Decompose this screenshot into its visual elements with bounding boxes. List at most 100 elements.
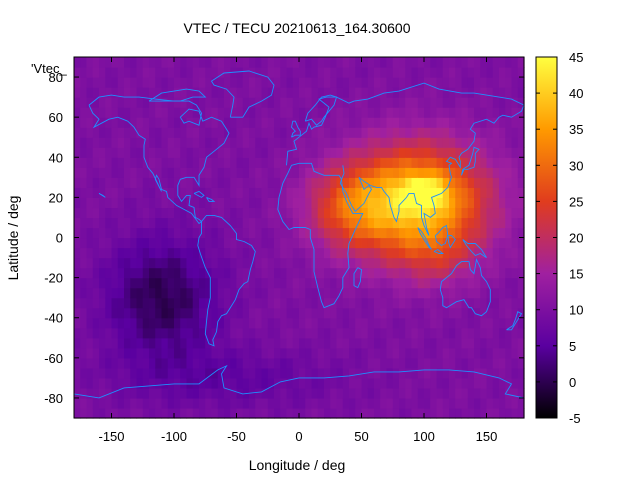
heatmap-cell [455,127,463,138]
heatmap-cell [242,197,250,209]
heatmap-cell [311,317,319,329]
heatmap-cell [442,117,450,128]
heatmap-cell [417,237,425,249]
heatmap-cell [155,137,163,148]
heatmap-cell [167,127,175,138]
heatmap-cell [92,297,100,309]
heatmap-cell [342,247,350,259]
heatmap-cell [105,387,113,399]
heatmap-cell [461,107,469,118]
heatmap-cell [386,317,394,329]
heatmap-cell [505,207,513,219]
heatmap-cell [330,287,338,299]
heatmap-cell [467,167,475,178]
heatmap-cell [405,177,413,188]
heatmap-cell [330,227,338,239]
heatmap-cell [236,407,244,419]
heatmap-cell [186,287,194,299]
heatmap-cell [136,217,144,229]
heatmap-cell [299,397,306,409]
heatmap-cell [117,337,125,349]
heatmap-cell [474,317,481,329]
heatmap-cell [261,297,269,309]
heatmap-cell [86,397,94,409]
heatmap-cell [292,147,300,158]
heatmap-cell [467,257,475,269]
heatmap-cell [517,107,525,118]
heatmap-cell [411,97,419,108]
heatmap-cell [480,237,488,249]
heatmap-cell [336,177,344,188]
heatmap-cell [492,147,500,158]
x-tick-label: 150 [476,429,498,444]
x-axis-ticks: -150 -100 -50 0 50 100 150 [98,57,497,444]
heatmap-cell [461,217,469,229]
heatmap-cell [117,307,125,319]
heatmap-cell [267,327,275,339]
heatmap-cell [511,287,519,299]
heatmap-cell [199,357,206,369]
heatmap-cell [205,147,213,158]
heatmap-cell [449,407,456,419]
heatmap-cell [449,127,456,138]
heatmap-cell [80,287,88,299]
heatmap-cell [299,197,306,209]
heatmap-cell [511,247,519,259]
heatmap-cell [430,397,438,409]
heatmap-cell [142,337,150,349]
heatmap-cell [424,357,431,369]
heatmap-cell [92,177,100,188]
heatmap-cell [499,117,506,128]
heatmap-cell [461,247,469,259]
heatmap-cell [292,357,300,369]
heatmap-cell [142,67,150,78]
chart-title: VTEC / TECU 20210613_164.30600 [183,20,410,36]
heatmap-cell [292,237,300,249]
heatmap-cell [149,157,156,168]
heatmap-cell [299,277,306,289]
heatmap-cell [417,87,425,98]
heatmap-cell [492,297,500,309]
heatmap-cell [355,397,363,409]
heatmap-cell [430,207,438,219]
coastline-path [206,196,216,202]
heatmap-cell [267,157,275,168]
heatmap-cell [99,377,106,389]
heatmap-cell [86,317,94,329]
heatmap-cell [174,397,181,409]
heatmap-cell [486,97,494,108]
heatmap-cell [424,257,431,269]
heatmap-cell [367,117,375,128]
heatmap-cell [386,297,394,309]
heatmap-cell [517,87,525,98]
heatmap-cell [236,267,244,279]
heatmap-cell [124,267,131,279]
heatmap-cell [274,227,281,239]
heatmap-cell [99,367,106,379]
heatmap-cell [155,397,163,409]
heatmap-cell [255,347,263,359]
heatmap-cell [424,217,431,229]
heatmap-cell [92,387,100,399]
heatmap-cell [117,117,125,128]
heatmap-cell [467,207,475,219]
heatmap-cell [192,117,200,128]
heatmap-cell [74,247,81,259]
heatmap-cell [480,407,488,419]
heatmap-cell [305,87,313,98]
heatmap-cell [111,77,119,88]
heatmap-cell [255,277,263,289]
heatmap-cell [142,117,150,128]
heatmap-cell [261,397,269,409]
heatmap-cell [174,347,181,359]
heatmap-cell [511,197,519,209]
heatmap-cell [461,97,469,108]
heatmap-cell [417,137,425,148]
heatmap-cell [424,67,431,78]
heatmap-cell [249,247,256,259]
heatmap-cell [174,357,181,369]
heatmap-cell [230,367,238,379]
heatmap-cell [442,67,450,78]
heatmap-cell [424,87,431,98]
heatmap-cell [92,147,100,158]
